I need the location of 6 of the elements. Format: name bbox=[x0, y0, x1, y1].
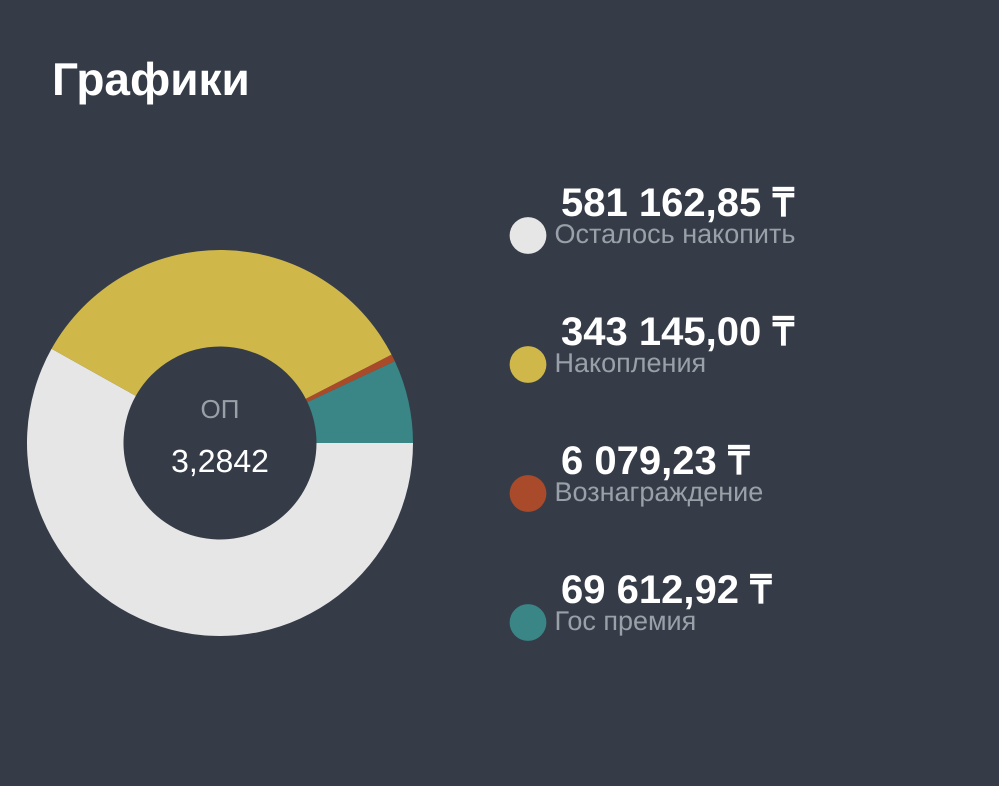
data-label: 6 079,23 ₸ bbox=[561, 439, 750, 483]
text: 3,2842 bbox=[171, 442, 269, 479]
data-label: 69 612,92 ₸ bbox=[561, 568, 772, 612]
data-label: 581 162,85 ₸ bbox=[561, 181, 794, 225]
text: ОП bbox=[200, 394, 240, 424]
chart-title: Графики bbox=[52, 52, 250, 106]
